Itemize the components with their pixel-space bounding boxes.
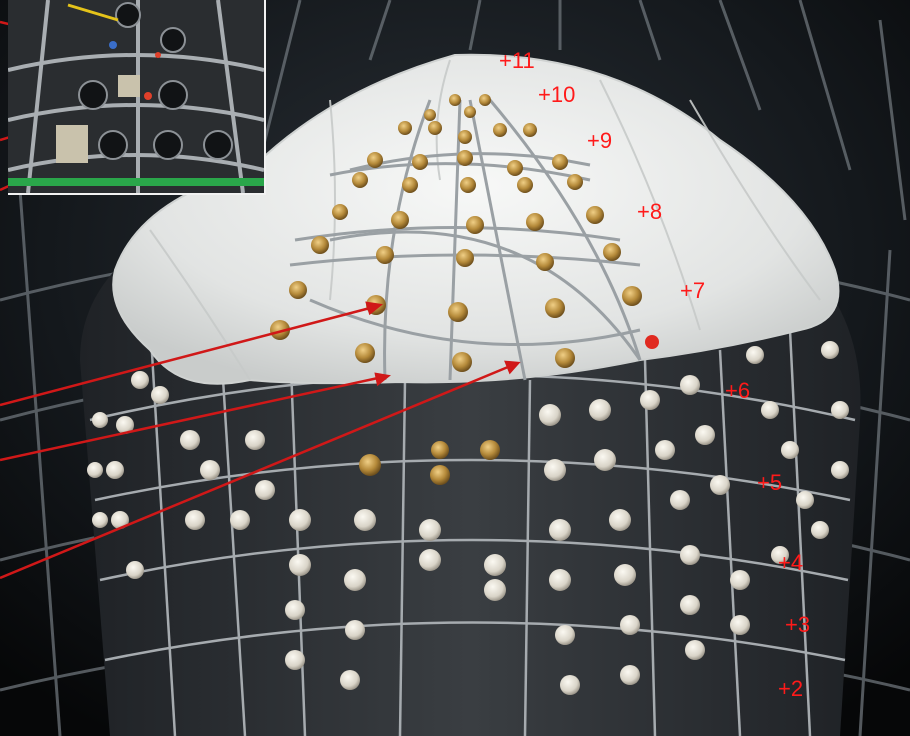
ring-label-plus-8: +8 <box>637 199 663 224</box>
ring-label-plus-4: +4 <box>778 550 804 575</box>
ring-label-plus-11: +11 <box>499 48 535 73</box>
gold-pmts-dome <box>270 94 642 372</box>
canopy-folds <box>149 59 821 381</box>
ring-label-plus-6: +6 <box>725 378 751 403</box>
ring-label-plus-3: +3 <box>785 612 811 637</box>
inset-photo <box>8 0 266 195</box>
ring-label-plus-10: +10 <box>538 82 576 107</box>
ring-label-plus-7: +7 <box>680 278 706 303</box>
pmt-array <box>87 341 849 695</box>
inset-illustration <box>8 0 264 193</box>
ring-label-plus-2: +2 <box>778 676 804 701</box>
status-light <box>645 335 659 349</box>
ring-label-plus-9: +9 <box>587 128 613 153</box>
ring-label-plus-5: +5 <box>757 470 783 495</box>
gold-pmts-lower <box>359 440 500 485</box>
